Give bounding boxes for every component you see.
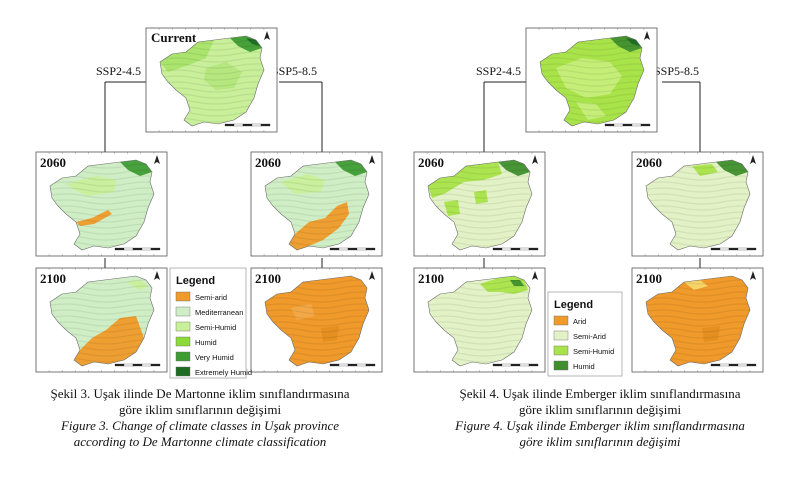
legend-swatch — [175, 336, 191, 347]
legend-item-label: Semi-Arid — [573, 332, 606, 341]
map-panel-2100-ssp585 — [631, 267, 764, 373]
ssp-right-label: SSP5-8.5 — [654, 64, 699, 78]
legend: Legend Arid Semi-Arid Semi-Humid Humid — [547, 291, 623, 377]
province-outline — [539, 35, 645, 127]
north-arrow-icon — [644, 31, 650, 40]
figure-caption: Şekil 4. Uşak ilinde Emberger iklim sını… — [400, 386, 800, 450]
scale-bar — [710, 247, 757, 251]
map-panel-2060-ssp585 — [250, 151, 383, 257]
tree-connectors — [483, 81, 701, 270]
figure-right-diagram: SSP2-4.5 SSP5-8.5 2060 2060 2100 2100 Le… — [413, 27, 764, 377]
legend-item-label: Humid — [573, 362, 595, 371]
legend-swatch — [175, 306, 191, 317]
legend: Legend Semi-arid Mediterranean Semi-Humid H… — [169, 267, 252, 379]
legend-swatch — [175, 366, 191, 377]
caption-en-line2: göre iklim sınıflarının değişimi — [519, 434, 681, 449]
figure-emberger: SSP2-4.5 SSP5-8.5 2060 2060 2100 2100 Le… — [400, 0, 800, 500]
map-panel-2100-ssp245 — [413, 267, 546, 373]
north-arrow-icon — [369, 155, 375, 164]
legend-item-label: Arid — [573, 317, 586, 326]
panel-title-2060-ssp245: 2060 — [40, 155, 66, 170]
province-outline — [159, 35, 265, 127]
scale-bar — [492, 363, 539, 367]
north-arrow-icon — [532, 271, 538, 280]
figure-caption: Şekil 3. Uşak ilinde De Martonne iklim s… — [0, 386, 400, 450]
panel-title-2100-ssp585: 2100 — [255, 271, 281, 286]
caption-tr-line1: Şekil 4. Uşak ilinde Emberger iklim sını… — [459, 386, 741, 401]
scale-bar — [224, 123, 271, 127]
map-panel-current — [525, 27, 658, 133]
legend-swatch — [175, 351, 191, 362]
province-outline — [645, 275, 751, 367]
panel-title-2060-ssp245: 2060 — [418, 155, 444, 170]
caption-en-line1: Figure 3. Change of climate classes in U… — [60, 418, 340, 433]
legend-item-label: Semi-Humid — [573, 347, 614, 356]
legend-title: Legend — [176, 275, 215, 287]
scale-bar — [710, 363, 757, 367]
tree-connectors — [104, 81, 323, 270]
legend-swatch — [553, 360, 569, 371]
north-arrow-icon — [750, 155, 756, 164]
caption-en-line1: Figure 4. Uşak ilinde Emberger iklim sın… — [455, 418, 745, 433]
ssp-right-label: SSP5-8.5 — [272, 64, 317, 78]
scale-bar — [604, 123, 651, 127]
map-panel-current — [145, 27, 278, 133]
map-panel-2100-ssp585 — [250, 267, 383, 373]
map-panel-2060-ssp245 — [35, 151, 168, 257]
panel-title-2100-ssp245: 2100 — [418, 271, 444, 286]
legend-item-label: Semi-arid — [195, 293, 227, 302]
panel-title-current: Current — [151, 30, 197, 45]
province-outline — [427, 275, 533, 367]
map-panel-2100-ssp245 — [35, 267, 168, 373]
scale-bar — [329, 363, 376, 367]
ssp-left-label: SSP2-4.5 — [476, 64, 521, 78]
legend-item-label: Semi-Humid — [195, 323, 236, 332]
panel-title-2100-ssp245: 2100 — [40, 271, 66, 286]
legend-swatch — [553, 345, 569, 356]
north-arrow-icon — [369, 271, 375, 280]
province-outline — [645, 159, 751, 251]
province-outline — [264, 159, 370, 251]
legend-swatch — [175, 291, 191, 302]
caption-en-line2: according to De Martonne climate classif… — [73, 434, 327, 449]
scale-bar — [329, 247, 376, 251]
legend-item-label: Extremely Humid — [195, 368, 252, 377]
figure-de-martonne: SSP2-4.5 SSP5-8.5 Current 2060 2060 2100… — [0, 27, 400, 450]
province-outline — [264, 275, 370, 367]
legend-item-label: Humid — [195, 338, 217, 347]
legend-swatch — [553, 330, 569, 341]
legend-swatch — [553, 315, 569, 326]
caption-tr-line1: Şekil 3. Uşak ilinde De Martonne iklim s… — [50, 386, 350, 401]
legend-item-label: Very Humid — [195, 353, 234, 362]
map-panel-2060-ssp245 — [413, 151, 546, 257]
province-outline — [49, 275, 155, 367]
province-outline — [427, 159, 533, 251]
figure-left-diagram: SSP2-4.5 SSP5-8.5 Current 2060 2060 2100… — [35, 27, 383, 379]
north-arrow-icon — [750, 271, 756, 280]
scale-bar — [492, 247, 539, 251]
caption-tr-line2: göre iklim sınıflarının değişimi — [518, 402, 682, 417]
scale-bar — [114, 247, 161, 251]
legend-title: Legend — [554, 299, 593, 311]
panel-title-2060-ssp585: 2060 — [636, 155, 662, 170]
province-outline — [49, 159, 155, 251]
panel-title-2100-ssp585: 2100 — [636, 271, 662, 286]
panel-title-2060-ssp585: 2060 — [255, 155, 281, 170]
north-arrow-icon — [154, 271, 160, 280]
map-panel-2060-ssp585 — [631, 151, 764, 257]
legend-item-label: Mediterranean — [195, 308, 243, 317]
north-arrow-icon — [264, 31, 270, 40]
legend-swatch — [175, 321, 191, 332]
scale-bar — [114, 363, 161, 367]
ssp-left-label: SSP2-4.5 — [96, 64, 141, 78]
north-arrow-icon — [154, 155, 160, 164]
caption-tr-line2: göre iklim sınıflarının değişimi — [118, 402, 282, 417]
north-arrow-icon — [532, 155, 538, 164]
